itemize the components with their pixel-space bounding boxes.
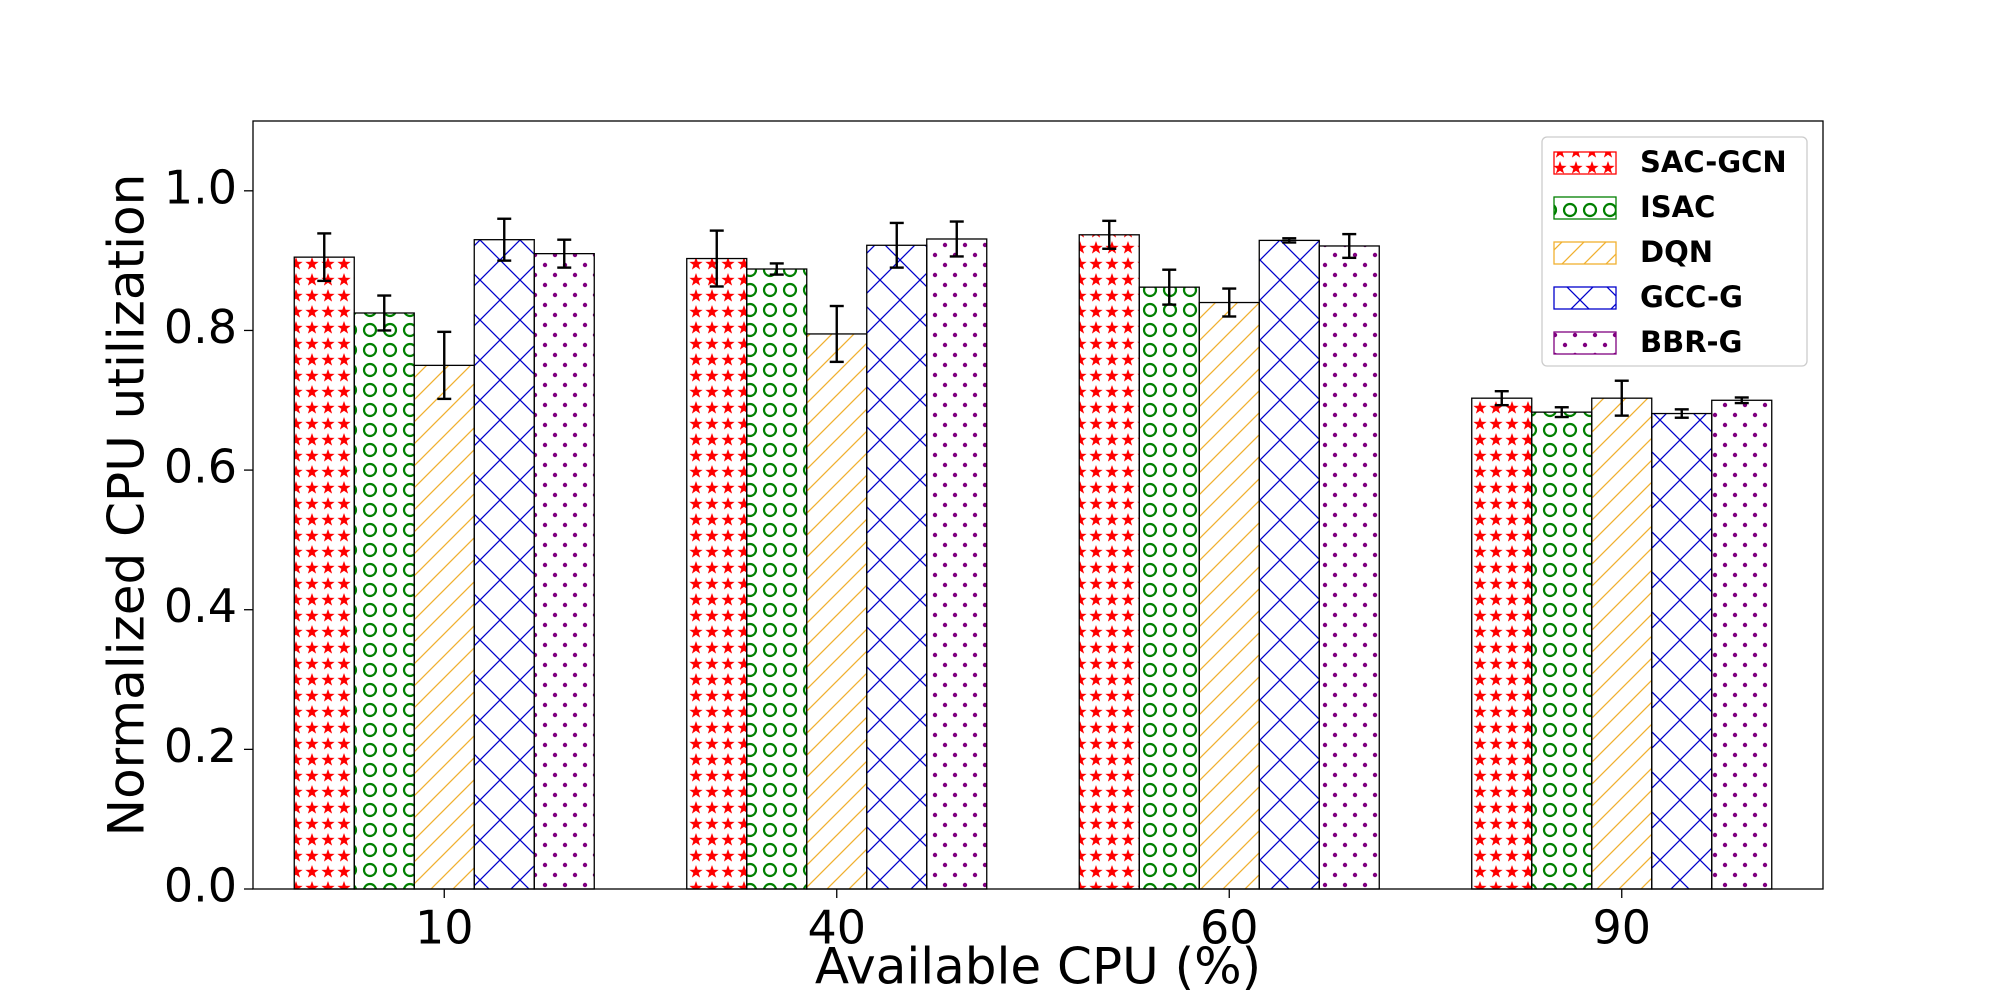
legend: SAC-GCN ISAC DQN GCC-G BBR-G [1541, 136, 1808, 367]
legend-swatch [1553, 331, 1617, 355]
error-bar [889, 221, 904, 269]
x-axis-label: Available CPU (%) [815, 938, 1261, 996]
bar [1138, 286, 1200, 890]
error-bar [709, 229, 724, 288]
y-tick-label: 0.2 [164, 719, 237, 773]
error-bar [769, 262, 784, 276]
legend-label: SAC-GCN [1640, 145, 1787, 179]
plot-frame [252, 120, 1824, 890]
error-bar [317, 232, 332, 283]
x-tick-label: 40 [807, 901, 866, 955]
error-bar [1494, 389, 1509, 407]
legend-swatch [1553, 286, 1617, 310]
bar [1318, 245, 1380, 890]
bar [473, 239, 535, 890]
bar [866, 244, 928, 890]
error-bar [1162, 268, 1177, 306]
legend-label: BBR-G [1640, 325, 1742, 359]
bar [1258, 239, 1320, 890]
error-bar [1734, 396, 1749, 405]
bar [806, 333, 868, 890]
error-bar [949, 220, 964, 258]
legend-label: GCC-G [1640, 280, 1743, 314]
y-tick-label: 0.4 [164, 579, 237, 633]
y-tick-label: 0.8 [164, 300, 237, 354]
legend-swatch [1553, 151, 1617, 175]
error-bar [377, 294, 392, 332]
bar [533, 253, 595, 890]
error-bar [1614, 379, 1629, 417]
error-bar [1222, 287, 1237, 318]
error-bar [497, 217, 512, 262]
error-bar [1102, 219, 1117, 250]
legend-swatch [1553, 196, 1617, 220]
bar [1078, 234, 1140, 890]
bar [1198, 301, 1260, 890]
x-tick-label: 10 [415, 901, 474, 955]
bar [293, 256, 355, 890]
bar [353, 312, 415, 890]
x-tick-label: 60 [1200, 901, 1259, 955]
error-bar [557, 238, 572, 269]
bar [746, 268, 808, 890]
error-bar [1282, 237, 1297, 244]
error-bar [1554, 406, 1569, 419]
legend-label: ISAC [1640, 190, 1715, 224]
y-tick-label: 0.6 [164, 440, 237, 494]
error-bar [437, 330, 452, 401]
bar [686, 257, 748, 890]
error-bar [829, 304, 844, 364]
legend-label: DQN [1640, 235, 1713, 269]
bar [926, 238, 988, 890]
y-tick-label: 0.0 [164, 859, 237, 913]
bar [1531, 411, 1593, 890]
bar [1651, 412, 1713, 890]
bar [1591, 397, 1653, 890]
x-tick-label: 90 [1592, 901, 1651, 955]
bar [1711, 399, 1773, 890]
y-tick-label: 1.0 [164, 160, 237, 214]
error-bar [1342, 232, 1357, 260]
y-axis-label: Normalized CPU utilization [98, 174, 156, 837]
error-bar [1674, 408, 1689, 419]
bar [413, 364, 475, 890]
bar [1471, 397, 1533, 890]
legend-swatch [1553, 241, 1617, 265]
